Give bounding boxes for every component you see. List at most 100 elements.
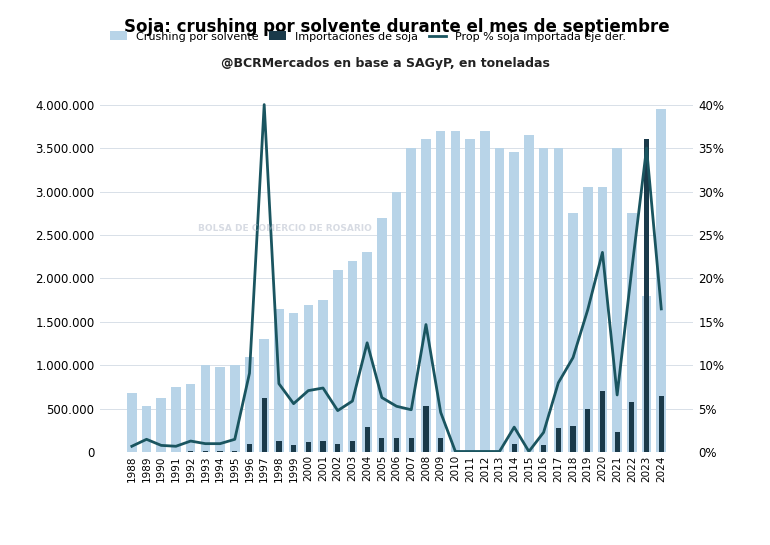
Bar (377, 217, 387, 452)
Legend: Crushing por solvente, Importaciones de soja, Prop % soja importada eje der.: Crushing por solvente, Importaciones de … (105, 27, 630, 46)
Prop % soja importada eje der. (172, 443, 181, 450)
Prop % soja importada eje der. (348, 398, 357, 404)
Bar (614, 432, 620, 452)
Prop % soja importada eje der. (392, 403, 401, 409)
Bar (465, 140, 475, 452)
Prop % soja importada eje der. (274, 380, 283, 387)
Bar (320, 441, 326, 452)
Bar (585, 409, 591, 452)
Bar (350, 441, 355, 452)
Bar (216, 367, 225, 452)
Bar (127, 393, 136, 452)
Bar (556, 428, 561, 452)
Bar (274, 309, 283, 452)
Bar (291, 445, 296, 452)
Bar (598, 187, 608, 452)
Bar (554, 148, 563, 452)
Text: BOLSA DE COMERCIO DE ROSARIO: BOLSA DE COMERCIO DE ROSARIO (198, 225, 372, 233)
Bar (583, 187, 593, 452)
Prop % soja importada eje der. (289, 401, 298, 407)
Prop % soja importada eje der. (127, 443, 136, 450)
Bar (200, 365, 210, 452)
Bar (627, 213, 637, 452)
Prop % soja importada eje der. (333, 407, 343, 414)
Bar (262, 398, 267, 452)
Bar (217, 451, 223, 452)
Bar (407, 148, 416, 452)
Bar (438, 438, 444, 452)
Bar (303, 305, 313, 452)
Bar (276, 441, 282, 452)
Prop % soja importada eje der. (539, 429, 548, 435)
Line: Prop % soja importada eje der.: Prop % soja importada eje der. (132, 105, 661, 451)
Bar (641, 296, 651, 452)
Prop % soja importada eje der. (657, 306, 666, 312)
Bar (539, 148, 548, 452)
Bar (392, 191, 401, 452)
Prop % soja importada eje der. (436, 409, 445, 416)
Bar (363, 252, 372, 452)
Prop % soja importada eje der. (186, 438, 196, 444)
Bar (245, 357, 254, 452)
Bar (541, 445, 546, 452)
Prop % soja importada eje der. (245, 370, 254, 377)
Prop % soja importada eje der. (642, 145, 651, 152)
Bar (436, 131, 446, 452)
Bar (524, 135, 534, 452)
Bar (333, 270, 343, 452)
Bar (318, 300, 328, 452)
Prop % soja importada eje der. (142, 436, 151, 443)
Prop % soja importada eje der. (407, 407, 416, 413)
Bar (494, 148, 504, 452)
Bar (364, 427, 370, 452)
Prop % soja importada eje der. (319, 385, 328, 391)
Bar (409, 438, 414, 452)
Bar (421, 140, 430, 452)
Prop % soja importada eje der. (495, 448, 504, 455)
Bar (188, 451, 193, 452)
Prop % soja importada eje der. (156, 442, 166, 449)
Bar (289, 313, 299, 452)
Bar (335, 444, 340, 452)
Prop % soja importada eje der. (612, 392, 621, 398)
Bar (171, 387, 181, 452)
Bar (203, 451, 208, 452)
Bar (424, 406, 429, 452)
Prop % soja importada eje der. (465, 448, 474, 455)
Prop % soja importada eje der. (230, 436, 239, 443)
Bar (142, 406, 152, 452)
Prop % soja importada eje der. (568, 354, 578, 361)
Prop % soja importada eje der. (201, 440, 210, 447)
Prop % soja importada eje der. (480, 448, 490, 455)
Bar (658, 396, 664, 452)
Prop % soja importada eje der. (450, 448, 460, 455)
Bar (644, 140, 649, 452)
Bar (612, 148, 622, 452)
Prop % soja importada eje der. (510, 424, 519, 431)
Prop % soja importada eje der. (554, 379, 563, 386)
Bar (600, 391, 605, 452)
Bar (230, 365, 239, 452)
Bar (247, 444, 252, 452)
Bar (156, 398, 166, 452)
Prop % soja importada eje der. (598, 249, 607, 256)
Bar (511, 444, 517, 452)
Bar (306, 442, 311, 452)
Bar (347, 261, 357, 452)
Bar (657, 109, 666, 452)
Bar (480, 131, 490, 452)
Bar (629, 402, 634, 452)
Text: @BCRMercados en base a SAGyP, en toneladas: @BCRMercados en base a SAGyP, en tonelad… (220, 57, 550, 70)
Bar (232, 451, 237, 452)
Bar (259, 340, 269, 452)
Bar (571, 426, 576, 452)
Bar (186, 384, 196, 452)
Bar (450, 131, 460, 452)
Prop % soja importada eje der. (583, 306, 592, 313)
Prop % soja importada eje der. (421, 322, 430, 328)
Prop % soja importada eje der. (303, 387, 313, 394)
Prop % soja importada eje der. (628, 265, 637, 272)
Prop % soja importada eje der. (524, 448, 534, 455)
Prop % soja importada eje der. (259, 101, 269, 108)
Bar (568, 213, 578, 452)
